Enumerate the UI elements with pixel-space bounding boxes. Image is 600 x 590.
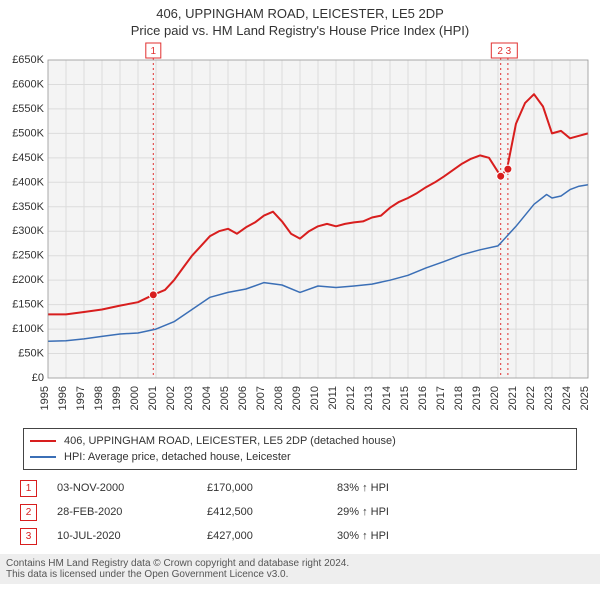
- title-line-2: Price paid vs. HM Land Registry's House …: [0, 21, 600, 42]
- event-price: £427,000: [207, 530, 337, 542]
- event-row: 3 10-JUL-2020£427,00030% ↑ HPI: [20, 524, 580, 548]
- svg-text:2022: 2022: [525, 386, 537, 410]
- event-pct: 83% ↑ HPI: [337, 482, 389, 494]
- svg-text:£500K: £500K: [12, 127, 44, 139]
- svg-text:£0: £0: [32, 372, 44, 384]
- svg-text:2024: 2024: [561, 386, 573, 410]
- event-date: 10-JUL-2020: [57, 530, 207, 542]
- svg-text:£400K: £400K: [12, 176, 44, 188]
- event-date: 28-FEB-2020: [57, 506, 207, 518]
- svg-text:1996: 1996: [57, 386, 69, 410]
- event-marker-box: 3: [20, 528, 37, 545]
- svg-text:2020: 2020: [489, 386, 501, 410]
- svg-text:2004: 2004: [201, 386, 213, 410]
- svg-text:£300K: £300K: [12, 225, 44, 237]
- svg-text:2018: 2018: [453, 386, 465, 410]
- svg-text:1999: 1999: [111, 386, 123, 410]
- svg-text:2023: 2023: [543, 386, 555, 410]
- legend-swatch: [30, 440, 56, 442]
- svg-text:2019: 2019: [471, 386, 483, 410]
- event-pct: 29% ↑ HPI: [337, 506, 389, 518]
- svg-text:2014: 2014: [381, 386, 393, 410]
- event-marker-box: 2: [20, 504, 37, 521]
- svg-text:2011: 2011: [327, 386, 339, 410]
- svg-text:£350K: £350K: [12, 201, 44, 213]
- event-marker-box: 1: [20, 480, 37, 497]
- event-row: 1 03-NOV-2000£170,00083% ↑ HPI: [20, 476, 580, 500]
- svg-text:2002: 2002: [165, 386, 177, 410]
- svg-text:2001: 2001: [147, 386, 159, 410]
- footer-line-2: This data is licensed under the Open Gov…: [6, 569, 596, 580]
- svg-text:2012: 2012: [345, 386, 357, 410]
- svg-text:1997: 1997: [75, 386, 87, 410]
- footer: Contains HM Land Registry data © Crown c…: [0, 554, 600, 584]
- svg-text:2010: 2010: [309, 386, 321, 410]
- event-date: 03-NOV-2000: [57, 482, 207, 494]
- svg-text:2007: 2007: [255, 386, 267, 410]
- footer-line-1: Contains HM Land Registry data © Crown c…: [6, 558, 596, 569]
- svg-text:1: 1: [151, 46, 157, 57]
- svg-text:2005: 2005: [219, 386, 231, 410]
- legend-swatch: [30, 456, 56, 458]
- event-price: £170,000: [207, 482, 337, 494]
- svg-text:£600K: £600K: [12, 78, 44, 90]
- svg-text:2008: 2008: [273, 386, 285, 410]
- svg-text:2021: 2021: [507, 386, 519, 410]
- svg-text:2025: 2025: [579, 386, 591, 410]
- svg-text:2006: 2006: [237, 386, 249, 410]
- event-price: £412,500: [207, 506, 337, 518]
- price-chart: £0 £50K £100K £150K £200K £250K £300K £350K £400…: [0, 42, 600, 422]
- svg-text:2000: 2000: [129, 386, 141, 410]
- svg-text:£250K: £250K: [12, 250, 44, 262]
- legend-item: HPI: Average price, detached house, Leic…: [30, 449, 570, 465]
- event-row: 2 28-FEB-2020£412,50029% ↑ HPI: [20, 500, 580, 524]
- svg-text:2003: 2003: [183, 386, 195, 410]
- svg-text:2 3: 2 3: [497, 46, 511, 57]
- svg-text:2015: 2015: [399, 386, 411, 410]
- legend: 406, UPPINGHAM ROAD, LEICESTER, LE5 2DP …: [23, 428, 577, 470]
- svg-text:2009: 2009: [291, 386, 303, 410]
- svg-text:£50K: £50K: [18, 348, 44, 360]
- svg-text:2017: 2017: [435, 386, 447, 410]
- svg-text:£100K: £100K: [12, 323, 44, 335]
- title-line-1: 406, UPPINGHAM ROAD, LEICESTER, LE5 2DP: [0, 0, 600, 21]
- events-table: 1 03-NOV-2000£170,00083% ↑ HPI 2 28-FEB-202…: [20, 476, 580, 548]
- svg-text:2013: 2013: [363, 386, 375, 410]
- svg-text:£550K: £550K: [12, 103, 44, 115]
- legend-label: HPI: Average price, detached house, Leic…: [64, 451, 291, 463]
- event-pct: 30% ↑ HPI: [337, 530, 389, 542]
- svg-text:1998: 1998: [93, 386, 105, 410]
- svg-text:2016: 2016: [417, 386, 429, 410]
- svg-text:£150K: £150K: [12, 299, 44, 311]
- svg-text:1995: 1995: [39, 386, 51, 410]
- svg-text:£200K: £200K: [12, 274, 44, 286]
- legend-label: 406, UPPINGHAM ROAD, LEICESTER, LE5 2DP …: [64, 435, 396, 447]
- svg-text:£650K: £650K: [12, 54, 44, 66]
- chart-area: £0 £50K £100K £150K £200K £250K £300K £350K £400…: [0, 42, 600, 422]
- legend-item: 406, UPPINGHAM ROAD, LEICESTER, LE5 2DP …: [30, 433, 570, 449]
- svg-text:£450K: £450K: [12, 152, 44, 164]
